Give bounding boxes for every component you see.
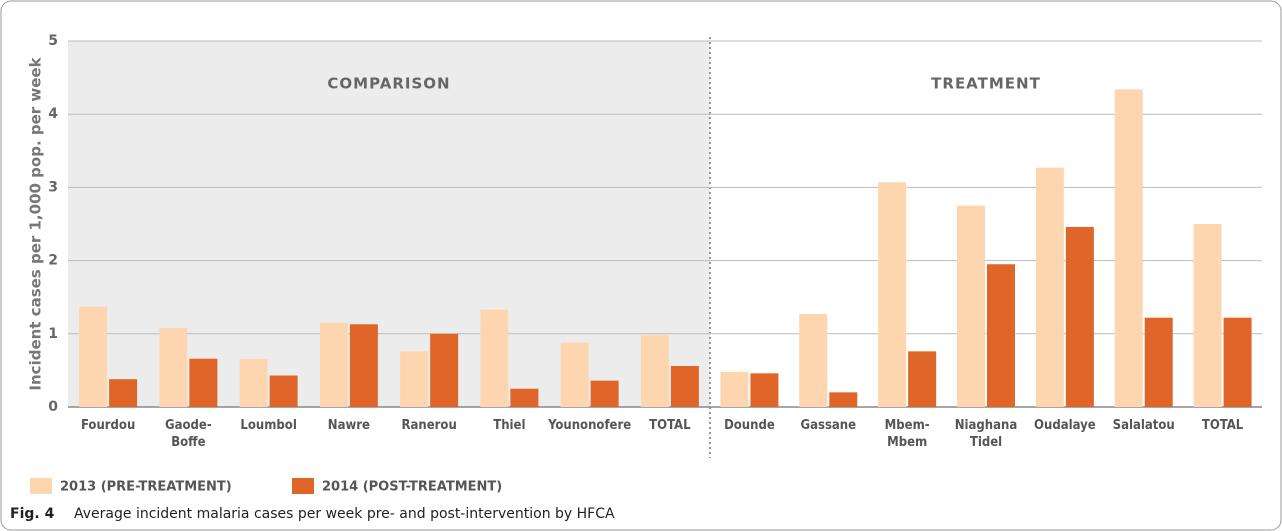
x-tick-label: Fourdou [80,418,136,433]
x-tick-label: Thiel [493,418,526,433]
y-tick-label: 3 [48,179,58,195]
bar [799,314,828,407]
y-tick-label: 2 [48,253,58,269]
x-tick-label: Nawre [327,418,370,433]
legend-swatch [292,478,314,494]
bar [430,333,459,407]
y-axis-label: Incident cases per 1,000 pop. per week [27,56,45,390]
y-tick-label: 1 [48,326,58,342]
bar [400,351,429,407]
x-tick-label: Mbem-Mbem [884,418,930,450]
group-title: TREATMENT [931,75,1041,93]
bar [159,327,188,407]
bar [670,366,699,407]
bar [109,379,138,407]
x-tick-label: TOTAL [649,418,691,433]
bar [1223,317,1252,407]
x-tick-label: Oudalaye [1034,418,1096,433]
legend-label: 2013 (PRE-TREATMENT) [60,480,232,495]
bar [560,342,589,407]
x-tick-label: Salalatou [1112,418,1175,433]
caption-label: Fig. 4 [10,506,55,522]
x-tick-label: Gaode-Boffe [165,418,212,450]
bar [720,371,749,407]
bar [349,324,378,407]
bar [1193,224,1222,407]
bar [79,306,108,407]
caption-text: Average incident malaria cases per week … [74,506,615,522]
legend-swatch [30,478,52,494]
y-tick-label: 4 [48,106,58,122]
y-tick-label: 0 [48,399,58,415]
bar [1144,317,1173,407]
bar [1114,89,1143,407]
x-tick-label: Loumbol [240,418,297,433]
group-title: COMPARISON [327,75,450,93]
bar [1065,226,1094,407]
bar [590,380,619,407]
bar [957,205,985,407]
x-tick-label: Gassane [800,418,857,433]
bar [750,373,779,407]
bar [269,375,298,407]
bar [239,358,268,407]
bar [908,351,937,407]
bar [189,358,218,407]
bar [640,335,669,407]
x-tick-label: Younonofere [548,418,632,433]
y-tick-label: 5 [48,33,58,49]
bar [1035,167,1064,407]
bar [987,264,1015,407]
bar [829,392,858,407]
bar [510,388,539,407]
x-tick-label: TOTAL [1201,418,1244,433]
bar [319,322,348,407]
legend-label: 2014 (POST-TREATMENT) [322,480,502,495]
x-tick-label: Niaghana Tidel [954,418,1018,450]
bar [878,182,907,407]
bar [480,309,509,407]
x-tick-label: Ranerou [401,418,457,433]
x-tick-label: Dounde [724,418,775,433]
